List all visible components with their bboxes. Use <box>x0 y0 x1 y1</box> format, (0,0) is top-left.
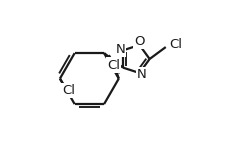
Text: Cl: Cl <box>62 84 75 97</box>
Text: Cl: Cl <box>108 59 120 72</box>
Text: Cl: Cl <box>169 38 182 51</box>
Text: O: O <box>134 35 145 48</box>
Text: N: N <box>116 43 125 56</box>
Text: N: N <box>137 68 147 81</box>
